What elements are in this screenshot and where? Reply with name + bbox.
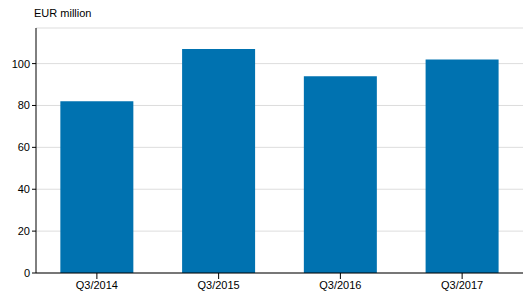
svg-text:0: 0 xyxy=(24,267,30,279)
html-text:EUR million: EUR million xyxy=(34,7,92,19)
svg-text:60: 60 xyxy=(18,141,30,153)
svg-text:80: 80 xyxy=(18,99,30,111)
svg-text:100: 100 xyxy=(12,58,30,70)
svg-text:20: 20 xyxy=(18,225,30,237)
svg-text:Q3/2016: Q3/2016 xyxy=(319,279,361,291)
svg-text:Q3/2014: Q3/2014 xyxy=(76,279,118,291)
svg-text:Q3/2015: Q3/2015 xyxy=(198,279,240,291)
svg-text:40: 40 xyxy=(18,183,30,195)
svg-text:Q3/2017: Q3/2017 xyxy=(441,279,483,291)
